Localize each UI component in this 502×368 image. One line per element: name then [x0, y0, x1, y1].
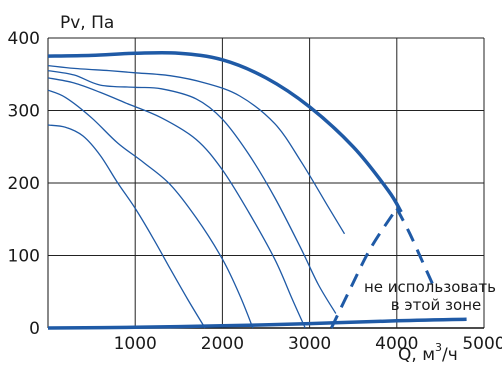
annotation-line-2: в этой зоне — [391, 296, 481, 314]
x-tick-label: 4000 — [375, 334, 418, 354]
max-envelope-line — [47, 50, 403, 213]
fan-curve-line — [47, 124, 206, 329]
y-tick-label: 200 — [8, 174, 40, 194]
x-tick-label: 3000 — [288, 334, 331, 354]
y-axis-label: Pv, Па — [60, 13, 114, 33]
x-tick-label: 1000 — [114, 334, 157, 354]
limit-dashed-line — [395, 207, 438, 293]
x-tick-label: 2000 — [201, 334, 244, 354]
fan-curve-line — [47, 77, 306, 329]
y-tick-label: 100 — [8, 247, 40, 267]
x-axis-label: Q, м3/ч — [398, 341, 458, 365]
fan-curve-line — [47, 69, 337, 314]
fan-curve-line — [47, 89, 254, 329]
x-tick-label: 5000 — [462, 334, 502, 354]
fan-curve-line — [47, 64, 346, 235]
tick-labels: 1000 2000 3000 4000 5000 0 100 200 300 400 — [8, 29, 502, 354]
annotation-line-1: не использовать — [364, 278, 496, 296]
y-tick-label: 400 — [8, 29, 40, 49]
y-tick-label: 300 — [8, 102, 40, 122]
min-envelope-line — [47, 317, 467, 330]
curves — [47, 50, 467, 330]
y-tick-label: 0 — [29, 319, 40, 339]
limit-dashed-line — [330, 207, 399, 329]
